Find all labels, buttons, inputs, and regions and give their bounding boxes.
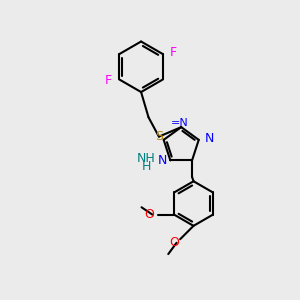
Text: F: F: [105, 74, 112, 87]
Text: N: N: [158, 154, 167, 167]
Text: F: F: [169, 46, 177, 59]
Text: N: N: [205, 132, 214, 145]
Text: NH: NH: [136, 152, 155, 166]
Text: O: O: [144, 208, 154, 221]
Text: H: H: [141, 160, 151, 173]
Text: S: S: [155, 130, 163, 143]
Text: =N: =N: [171, 118, 189, 128]
Text: O: O: [169, 236, 179, 249]
